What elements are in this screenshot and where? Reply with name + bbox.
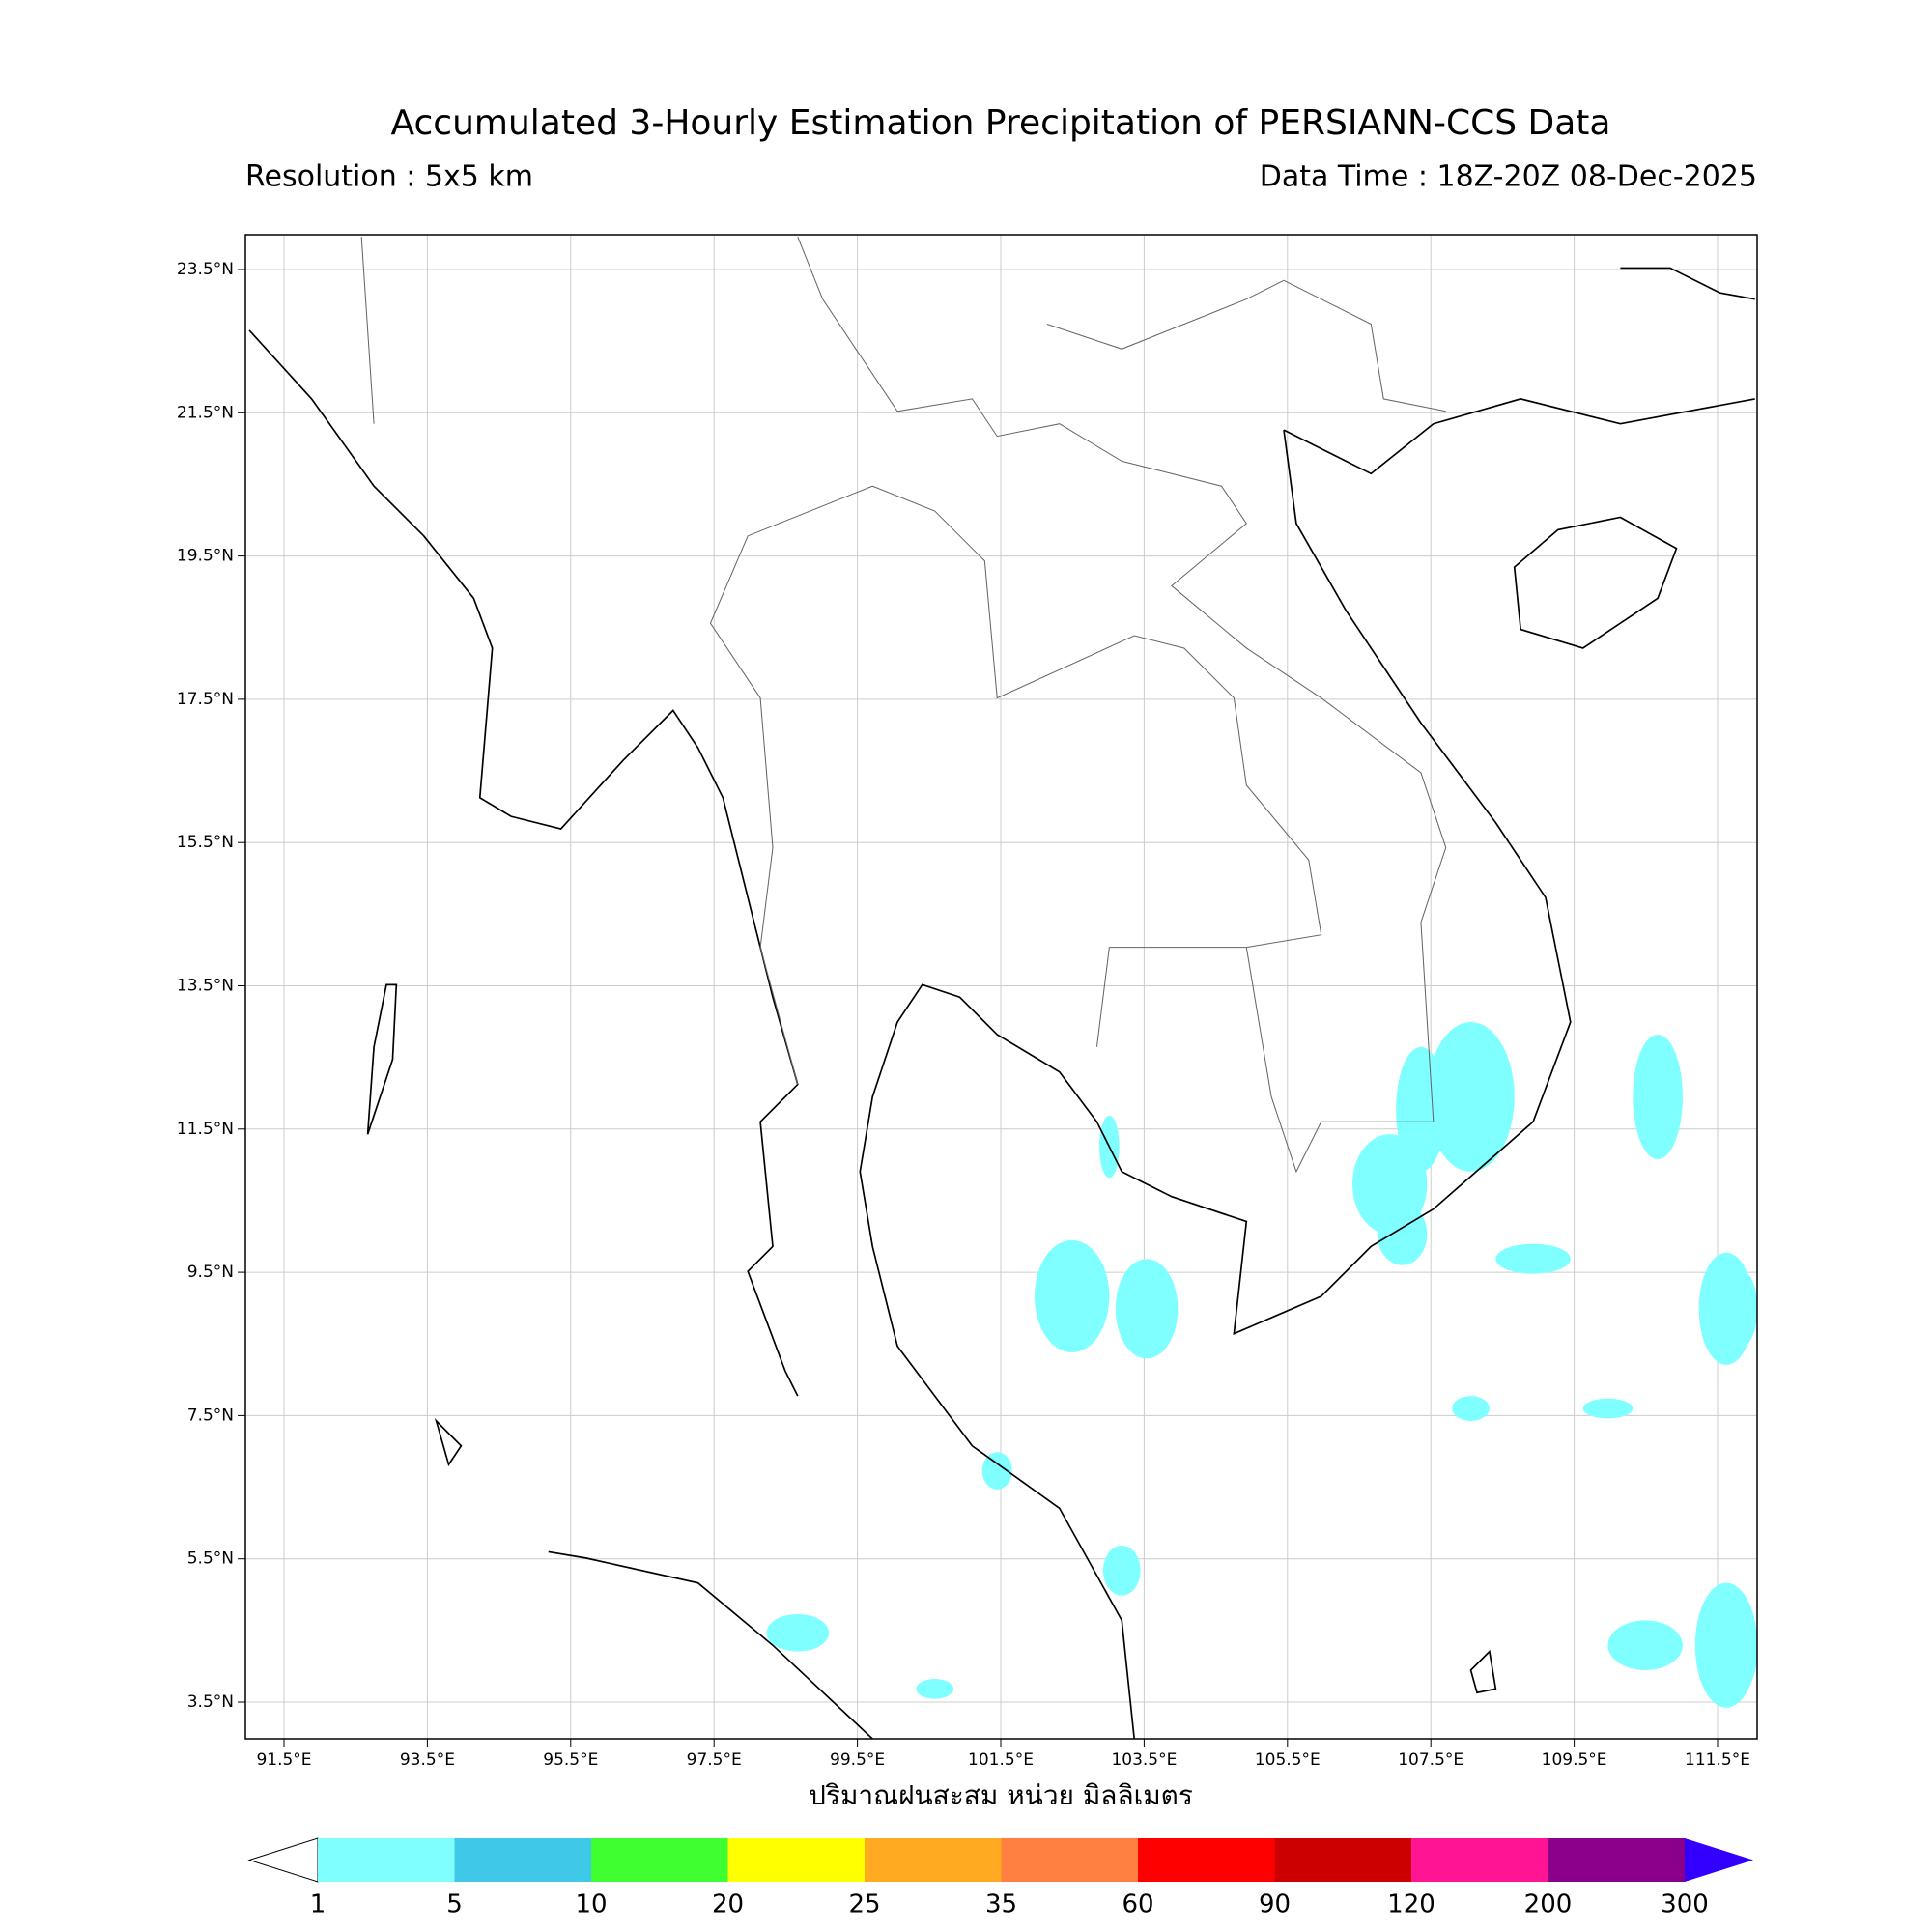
grid xyxy=(238,235,1757,1747)
data-time: Data Time : 18Z-20Z 08-Dec-2025 xyxy=(1260,160,1757,194)
colorbar-label: 120 xyxy=(1387,1890,1435,1919)
lon-tick-label: 97.5°E xyxy=(687,1750,742,1770)
colorbar-label: 20 xyxy=(712,1890,744,1919)
lon-tick-label: 93.5°E xyxy=(400,1750,455,1770)
precip-areas xyxy=(766,1022,1758,1708)
colorbar-segment xyxy=(1274,1838,1411,1882)
colorbar-segment xyxy=(1548,1838,1685,1882)
lon-tick-label: 111.5°E xyxy=(1685,1750,1750,1770)
lat-tick-label: 23.5°N xyxy=(177,260,234,279)
colorbar-label: 10 xyxy=(575,1890,607,1919)
colorbar: 1 5 10 20 25 35 60 90 120 200 300 xyxy=(247,1837,1753,1919)
colorbar-segment xyxy=(1001,1838,1138,1882)
lat-tick-label: 3.5°N xyxy=(187,1692,234,1712)
colorbar-label: 300 xyxy=(1661,1890,1709,1919)
lon-tick-label: 91.5°E xyxy=(256,1750,311,1770)
x-axis-label: ปริมาณฝนสะสม หน่วย มิลลิเมตร xyxy=(809,1779,1193,1811)
colorbar-label: 90 xyxy=(1259,1890,1291,1919)
lat-tick-label: 19.5°N xyxy=(177,547,234,566)
lat-tick-label: 15.5°N xyxy=(177,833,234,852)
map-frame xyxy=(244,234,1758,1740)
lat-tick-label: 21.5°N xyxy=(177,403,234,422)
colorbar-segment xyxy=(318,1838,455,1882)
colorbar-label: 1 xyxy=(310,1890,327,1919)
lon-tick-label: 107.5°E xyxy=(1398,1750,1463,1770)
lon-tick-label: 105.5°E xyxy=(1255,1750,1321,1770)
colorbar-segment xyxy=(1138,1838,1275,1882)
colorbar-label: 25 xyxy=(848,1890,880,1919)
colorbar-segment xyxy=(1411,1838,1548,1882)
lat-tick-label: 9.5°N xyxy=(187,1263,234,1282)
lon-tick-label: 95.5°E xyxy=(543,1750,598,1770)
colorbar-segment xyxy=(454,1838,591,1882)
lon-tick-label: 101.5°E xyxy=(968,1750,1034,1770)
lat-tick-label: 17.5°N xyxy=(177,690,234,709)
colorbar-segment xyxy=(865,1838,1002,1882)
colorbar-label: 35 xyxy=(985,1890,1017,1919)
colorbar-segment xyxy=(591,1838,728,1882)
coastlines xyxy=(248,236,1755,1740)
lon-tick-label: 99.5°E xyxy=(830,1750,885,1770)
lat-tick-label: 13.5°N xyxy=(177,977,234,996)
colorbar-label: 60 xyxy=(1122,1890,1153,1919)
colorbar-label: 5 xyxy=(446,1890,463,1919)
lat-tick-label: 11.5°N xyxy=(177,1120,234,1139)
lon-tick-label: 103.5°E xyxy=(1111,1750,1177,1770)
lat-tick-label: 7.5°N xyxy=(187,1406,234,1425)
colorbar-over xyxy=(1685,1838,1753,1882)
colorbar-label: 200 xyxy=(1524,1890,1573,1919)
title: Accumulated 3-Hourly Estimation Precipit… xyxy=(391,103,1611,143)
resolution: Resolution : 5x5 km xyxy=(245,160,533,194)
lon-tick-label: 109.5°E xyxy=(1542,1750,1607,1770)
colorbar-under xyxy=(247,1837,319,1883)
colorbar-segment xyxy=(727,1838,865,1882)
lat-tick-label: 5.5°N xyxy=(187,1549,234,1569)
